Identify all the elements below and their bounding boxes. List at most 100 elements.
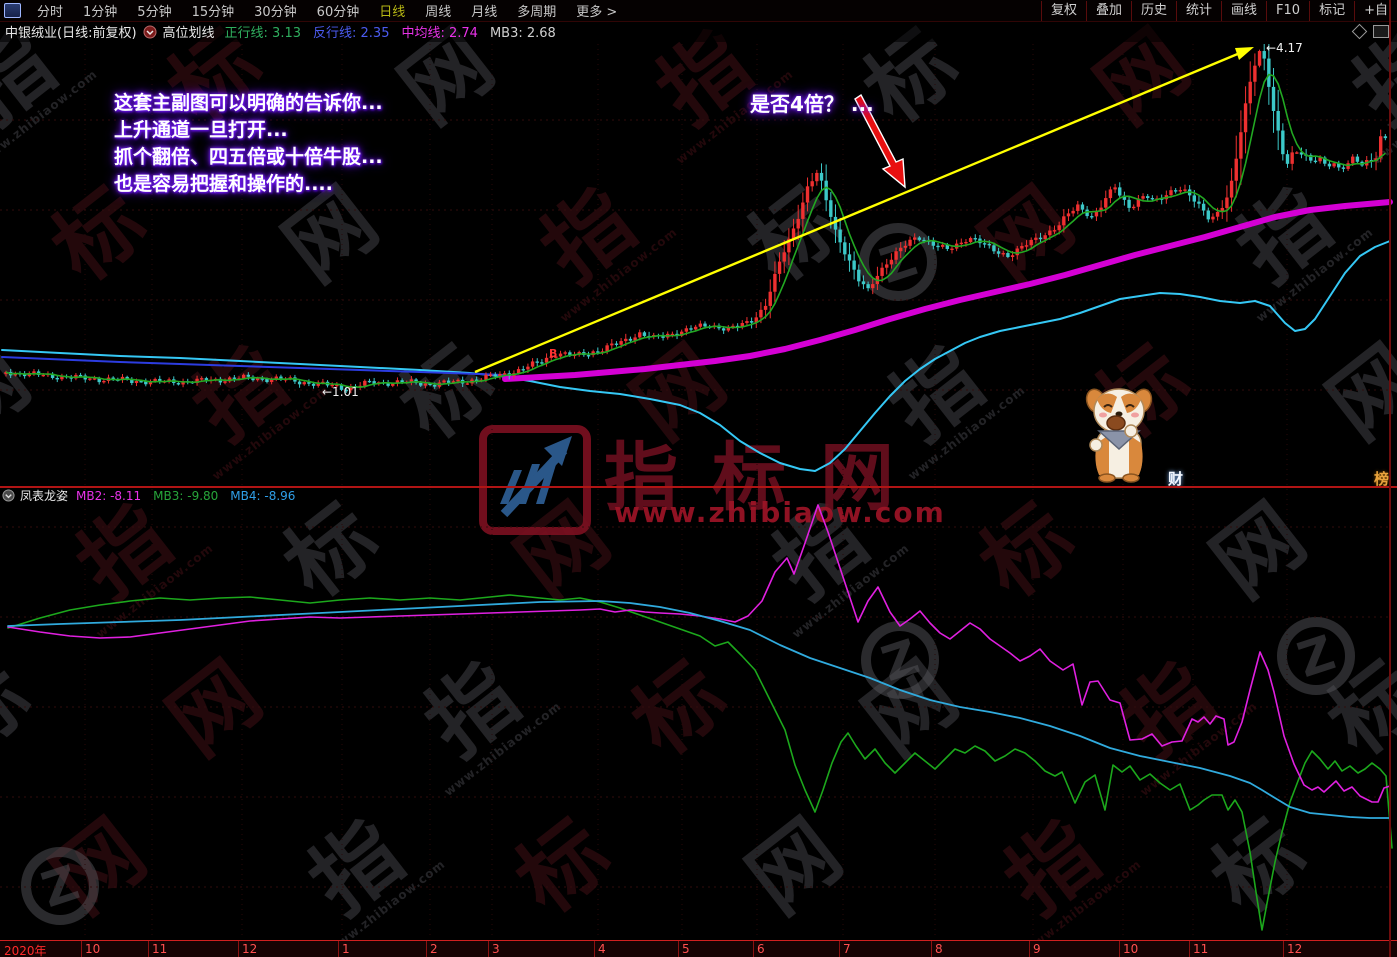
- period-menu: 分时 1分钟 5分钟 15分钟 30分钟 60分钟 日线 周线 月线 多周期 更多 >: [27, 1, 627, 20]
- info-bar: 中银绒业(日线:前复权) 高位划线 正行线: 3.13 反行线: 2.35 中均线:…: [0, 21, 1397, 42]
- menu-item-日线[interactable]: 日线: [379, 5, 406, 20]
- field-MB4: MB4: -8.96: [230, 488, 296, 503]
- axis-month-label: 1: [342, 942, 350, 956]
- axis-tick: [148, 941, 149, 957]
- indicator-title: 高位划线: [162, 26, 215, 41]
- dog-sticker: [1085, 388, 1153, 483]
- menu-item-月线[interactable]: 月线: [471, 5, 498, 20]
- price-label: ←4.17: [1266, 41, 1303, 55]
- annotation-note-line: 这套主副图可以明确的告诉你...: [114, 92, 383, 114]
- axis-month-label: 4: [598, 942, 606, 956]
- mini-window-icon[interactable]: [1373, 25, 1389, 38]
- site-watermark-url: www.zhibiaow.com: [614, 496, 946, 529]
- axis-tick: [488, 941, 489, 957]
- menu-item-更多 >[interactable]: 更多 >: [576, 5, 618, 20]
- sub-indicator-cycle-icon[interactable]: [2, 489, 15, 502]
- stock-title: 中银绒业(日线:前复权): [5, 26, 137, 41]
- diamond-icon[interactable]: [1351, 23, 1368, 40]
- annotation-question: 是否4倍？ ...: [750, 92, 874, 116]
- toolbar-button-F10[interactable]: F10: [1266, 0, 1309, 21]
- top-toolbar: 分时 1分钟 5分钟 15分钟 30分钟 60分钟 日线 周线 月线 多周期 更多 > 复权 叠加 历史…: [0, 0, 1397, 22]
- sub-indicator-values: MB2: -8.11 MB3: -9.80 MB4: -8.96: [76, 489, 307, 503]
- axis-month-label: 10: [1123, 942, 1139, 956]
- toolbar-button-叠加[interactable]: 叠加: [1085, 0, 1131, 21]
- price-label: ←1.01: [322, 385, 359, 399]
- app-window-icon[interactable]: [4, 3, 21, 18]
- toolbar-button-+自[interactable]: +自: [1354, 0, 1397, 21]
- watermark-z-logo: Z: [1277, 617, 1355, 695]
- main-green-ma-line: [5, 73, 1386, 389]
- indicator-values: 正行线: 3.13 反行线: 2.35 中均线: 2.74 MB3: 2.68: [225, 22, 568, 41]
- axis-tick: [1029, 941, 1030, 957]
- watermark-z-logo: Z: [859, 223, 937, 301]
- menu-item-1分钟[interactable]: 1分钟: [83, 5, 118, 20]
- axis-month-label: 3: [492, 942, 500, 956]
- annotation-note-line: 也是容易把握和操作的....: [114, 173, 333, 195]
- axis-tick: [238, 941, 239, 957]
- axis-tick: [338, 941, 339, 957]
- candlesticks: [4, 44, 1388, 394]
- axis-month-label: 2: [430, 942, 438, 956]
- red-arrow[interactable]: [854, 93, 906, 189]
- menu-item-30分钟[interactable]: 30分钟: [254, 5, 297, 20]
- menu-item-5分钟[interactable]: 5分钟: [137, 5, 172, 20]
- field-中均线: 中均线: 2.74: [401, 26, 478, 41]
- right-panel-border: [1389, 0, 1391, 957]
- sub-panel-header: 凤表龙姿 MB2: -8.11 MB3: -9.80 MB4: -8.96: [2, 488, 307, 503]
- axis-tick: [594, 941, 595, 957]
- buy-marker: B: [549, 347, 557, 360]
- axis-month-label: 11: [1193, 942, 1209, 956]
- axis-month-label: 12: [1287, 942, 1303, 956]
- field-MB3: MB3: 2.68: [489, 26, 556, 41]
- axis-month-label: 5: [682, 942, 690, 956]
- axis-month-label: 9: [1033, 942, 1041, 956]
- sub-panel-lines: [7, 504, 1393, 931]
- toolbar-button-复权[interactable]: 复权: [1040, 0, 1086, 21]
- field-反行线: 反行线: 2.35: [313, 26, 390, 41]
- axis-tick: [839, 941, 840, 957]
- annotation-note-line: 上升通道一旦打开...: [114, 119, 288, 141]
- axis-month-label: 12: [242, 942, 258, 956]
- annotation-note: 这套主副图可以明确的告诉你... 上升通道一旦打开... 抓个翻倍、四五倍或十倍牛股…: [114, 90, 383, 198]
- menu-item-周线[interactable]: 周线: [425, 5, 452, 20]
- axis-month-label: 6: [757, 942, 765, 956]
- axis-month-label: 11: [152, 942, 168, 956]
- axis-month-label: 10: [85, 942, 101, 956]
- sub-indicator-title: 凤表龙姿: [20, 489, 69, 503]
- axis-tick: [753, 941, 754, 957]
- menu-item-15分钟[interactable]: 15分钟: [191, 5, 235, 20]
- toolbar-right-buttons: 复权 叠加 历史 统计 画线 F10 标记 +自: [1040, 0, 1397, 21]
- axis-tick: [426, 941, 427, 957]
- axis-tick: [678, 941, 679, 957]
- grid-lines: [0, 44, 1388, 938]
- main-overlay-lines: [1, 199, 1393, 472]
- axis-year-label: 2020年: [4, 944, 47, 957]
- field-MB2: MB2: -8.11: [76, 488, 142, 503]
- ticker-char-right: 榜: [1374, 470, 1390, 488]
- toolbar-button-历史[interactable]: 历史: [1131, 0, 1176, 21]
- indicator-cycle-icon[interactable]: [143, 25, 157, 39]
- field-正行线: 正行线: 3.13: [224, 26, 302, 41]
- axis-month-label: 7: [843, 942, 851, 956]
- axis-tick: [931, 941, 932, 957]
- annotation-note-line: 抓个翻倍、四五倍或十倍牛股...: [114, 146, 383, 168]
- toolbar-button-标记[interactable]: 标记: [1309, 0, 1354, 21]
- menu-item-分时[interactable]: 分时: [37, 5, 64, 20]
- axis-tick: [1189, 941, 1190, 957]
- toolbar-button-画线[interactable]: 画线: [1221, 0, 1266, 21]
- yellow-trendline-arrowhead: [1235, 47, 1254, 60]
- menu-item-多周期[interactable]: 多周期: [517, 5, 557, 20]
- toolbar-button-统计[interactable]: 统计: [1176, 0, 1221, 21]
- menu-item-60分钟[interactable]: 60分钟: [316, 5, 360, 20]
- axis-month-label: 8: [935, 942, 943, 956]
- axis-tick: [81, 941, 82, 957]
- yellow-trendline[interactable]: [474, 51, 1241, 374]
- site-logo-icon: [479, 425, 591, 535]
- panel-divider: [0, 486, 1397, 488]
- axis-tick: [1119, 941, 1120, 957]
- axis-tick: [1283, 941, 1284, 957]
- time-axis-bar[interactable]: 2020年 10 11 12 1 2 3 4 5 6 7 8 9 10 11 12: [0, 940, 1397, 957]
- ticker-char-left: 财: [1168, 470, 1184, 488]
